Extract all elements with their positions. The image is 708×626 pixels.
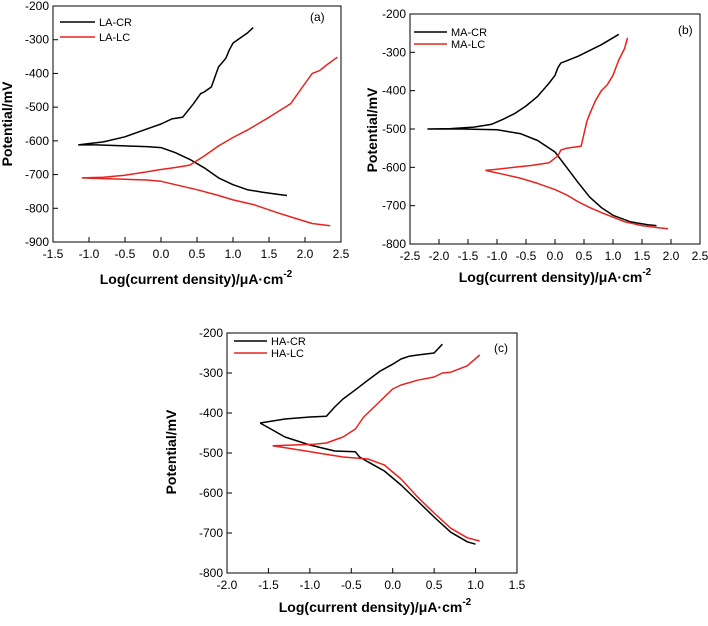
panel-c-series [259, 343, 481, 545]
panel-a-label: (a) [310, 10, 325, 24]
y-tick-label: -500 [382, 122, 406, 136]
x-tick-label: -1.0 [300, 578, 321, 592]
panel-b-xlabel-main: Log(current density)/μA·cm [459, 269, 643, 285]
y-tick-label: -300 [382, 45, 406, 59]
panel-c-label: (c) [494, 341, 508, 355]
legend-label-ha-cr: HA-CR [271, 336, 306, 348]
x-tick-label: -1.5 [43, 247, 64, 261]
x-tick-label: 2.0 [663, 249, 680, 263]
series-line-ma-lc [485, 37, 669, 230]
panel-c-xlabel: Log(current density)/μA·cm-2 [279, 597, 472, 615]
x-tick-label: 0.0 [153, 247, 170, 261]
y-tick-label: -200 [382, 7, 406, 21]
panel-a-xlabel: Log(current density)/μA·cm-2 [100, 269, 293, 287]
x-tick-label: 0.5 [426, 578, 443, 592]
panel-a-legend: LA-CR LA-LC [60, 17, 132, 44]
y-tick-label: -600 [199, 486, 223, 500]
x-tick-label: -1.5 [458, 249, 479, 263]
panel-a-frame [52, 5, 342, 243]
panel-a-xlabel-main: Log(current density)/μA·cm [100, 271, 284, 287]
x-tick-label: 0.0 [547, 249, 564, 263]
panel-a-x-axis: -1.5 -1.0 -0.5 0.0 0.5 1.0 1.5 2.0 2.5 [43, 237, 350, 261]
legend-label-ha-lc: HA-LC [271, 348, 304, 360]
series-line-ha-lc [272, 354, 481, 542]
panel-a-series [78, 27, 338, 227]
x-tick-label: -2.0 [429, 249, 450, 263]
panel-c-xlabel-main: Log(current density)/μA·cm [279, 599, 463, 615]
x-tick-label: 2.5 [333, 247, 350, 261]
y-tick-label: -400 [382, 84, 406, 98]
series-line-ma-cr [427, 33, 657, 227]
panel-b-xlabel-sup: -2 [642, 267, 651, 278]
x-tick-label: -1.0 [487, 249, 508, 263]
panel-c-xlabel-sup: -2 [462, 597, 471, 608]
x-tick-label: -1.0 [79, 247, 100, 261]
y-tick-label: -300 [25, 33, 49, 47]
x-tick-label: 2.0 [297, 247, 314, 261]
x-tick-label: 1.5 [634, 249, 651, 263]
panel-a-ylabel: Potential/mV [0, 81, 15, 166]
x-tick-label: 1.0 [605, 249, 622, 263]
panel-a-chart: -200-300-400-500-600-700-800-900 -1.5 -1.… [0, 0, 350, 287]
y-tick-label: -400 [25, 66, 49, 80]
y-tick-label: -200 [25, 0, 49, 13]
y-tick-label: -700 [25, 168, 49, 182]
y-tick-label: -300 [199, 366, 223, 380]
x-tick-label: -0.5 [516, 249, 537, 263]
panel-c-ylabel: Potential/mV [163, 409, 179, 494]
x-tick-label: 1.5 [509, 578, 526, 592]
series-line-la-cr [78, 27, 288, 197]
x-tick-label: 0.5 [576, 249, 593, 263]
panel-c-chart: -200 -300 -400 -500 -600 -700 -800 -2.0 -1.5 -1.… [163, 326, 526, 615]
series-line-ha-cr [259, 343, 476, 545]
panel-c-frame [226, 332, 518, 574]
y-tick-label: -600 [25, 134, 49, 148]
panel-b-series [427, 33, 669, 230]
y-tick-label: -800 [382, 237, 406, 251]
y-tick-label: -200 [199, 326, 223, 340]
legend-label-ma-cr: MA-CR [451, 27, 487, 39]
y-tick-label: -700 [382, 199, 406, 213]
panel-a-xlabel-sup: -2 [283, 269, 292, 280]
panel-b-xlabel: Log(current density)/μA·cm-2 [459, 267, 652, 285]
panel-a-y-axis: -200 -300 -400 -500 -600 -700 -800 -900 [25, 0, 58, 249]
x-tick-label: -0.5 [341, 578, 362, 592]
panel-c-x-axis: -2.0 -1.5 -1.0 -0.5 0.0 0.5 1.0 1.5 [217, 568, 526, 592]
x-tick-label: 0.0 [384, 578, 401, 592]
x-tick-label: -1.5 [258, 578, 279, 592]
panel-c-y-axis: -200 -300 -400 -500 -600 -700 -800 [199, 326, 232, 580]
x-tick-label: -2.0 [217, 578, 238, 592]
x-tick-label: -2.5 [400, 249, 421, 263]
y-tick-label: -900 [25, 235, 49, 249]
panel-b-chart: -200 -300 -400 -500 -600 -700 -800 -2.5 -2.0 -1.… [364, 7, 708, 285]
x-tick-label: 1.5 [261, 247, 278, 261]
y-tick-label: -800 [25, 201, 49, 215]
y-tick-label: -800 [199, 566, 223, 580]
x-tick-label: 0.5 [189, 247, 206, 261]
legend-label-la-cr: LA-CR [99, 17, 132, 29]
x-tick-label: 1.0 [467, 578, 484, 592]
panel-b-ylabel: Potential/mV [364, 87, 380, 172]
x-tick-label: -0.5 [115, 247, 136, 261]
panel-b-x-axis: -2.5 -2.0 -1.5 -1.0 -0.5 0.0 0.5 1.0 1.5 2.0 2.5 [400, 239, 708, 263]
y-tick-label: -400 [199, 406, 223, 420]
panel-c-legend: HA-CR HA-LC [234, 336, 306, 360]
y-tick-label: -600 [382, 160, 406, 174]
y-tick-label: -700 [199, 526, 223, 540]
legend-label-la-lc: LA-LC [99, 32, 130, 44]
x-tick-label: 1.0 [225, 247, 242, 261]
y-tick-label: -500 [25, 100, 49, 114]
series-line-la-lc [81, 56, 338, 227]
panel-b-legend: MA-CR MA-LC [414, 27, 487, 51]
panel-b-y-axis: -200 -300 -400 -500 -600 -700 -800 [382, 7, 415, 251]
legend-label-ma-lc: MA-LC [451, 39, 485, 51]
x-tick-label: 2.5 [692, 249, 708, 263]
y-tick-label: -500 [199, 446, 223, 460]
panel-b-label: (b) [678, 23, 693, 37]
